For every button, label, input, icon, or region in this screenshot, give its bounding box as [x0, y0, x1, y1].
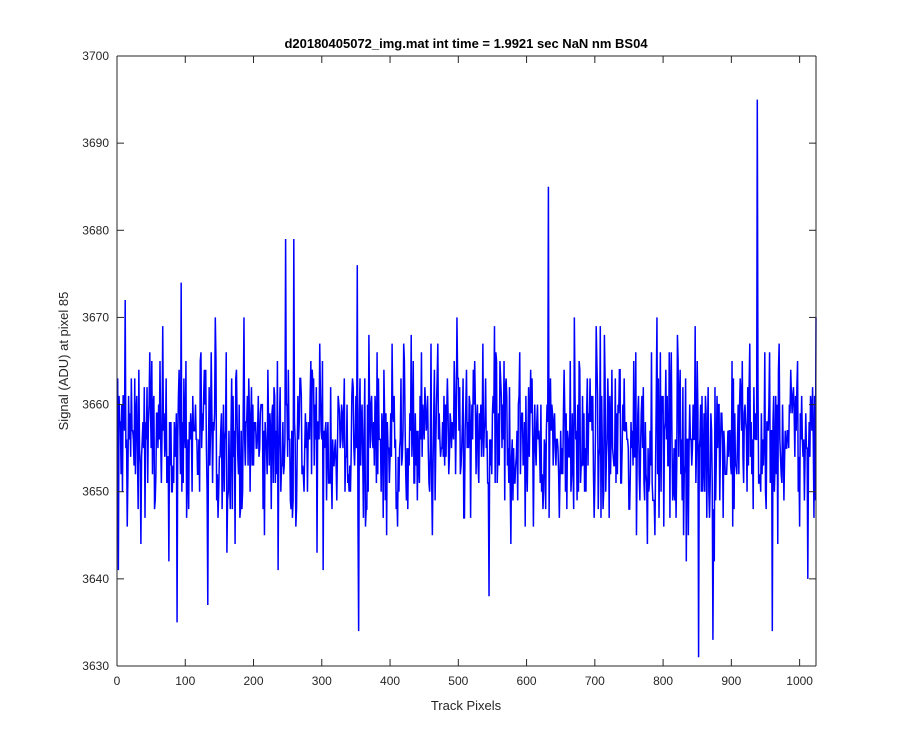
x-tick-label: 400: [380, 674, 400, 688]
y-tick-label: 3690: [82, 136, 109, 150]
x-tick-label: 500: [448, 674, 468, 688]
series-line: [116, 99, 817, 658]
y-tick-label: 3680: [82, 223, 109, 237]
axes-frame: [116, 55, 817, 667]
y-tick-label: 3640: [82, 572, 109, 586]
plot-area: [117, 56, 816, 666]
x-tick-label: 200: [244, 674, 264, 688]
y-tick-label: 3670: [82, 310, 109, 324]
x-axis-label: Track Pixels: [431, 698, 502, 713]
y-tick-label: 3630: [82, 659, 109, 673]
y-axis-label: Signal (ADU) at pixel 85: [56, 292, 71, 431]
x-tick-label: 0: [114, 674, 121, 688]
y-tick-label: 3660: [82, 398, 109, 412]
x-axis: 0 100 200 300 400 500 600 700 800 900 1000: [114, 56, 813, 688]
x-tick-label: 800: [653, 674, 673, 688]
y-axis: 3630 3640 3650 3660 3670 3680 3690 3700: [82, 49, 816, 673]
x-tick-label: 900: [721, 674, 741, 688]
y-tick-label: 3700: [82, 49, 109, 63]
x-tick-label: 600: [517, 674, 537, 688]
x-tick-label: 1000: [786, 674, 813, 688]
y-tick-label: 3650: [82, 485, 109, 499]
x-tick-label: 700: [585, 674, 605, 688]
x-tick-label: 100: [175, 674, 195, 688]
chart-title: d20180405072_img.mat int time = 1.9921 s…: [284, 36, 648, 51]
x-tick-label: 300: [312, 674, 332, 688]
